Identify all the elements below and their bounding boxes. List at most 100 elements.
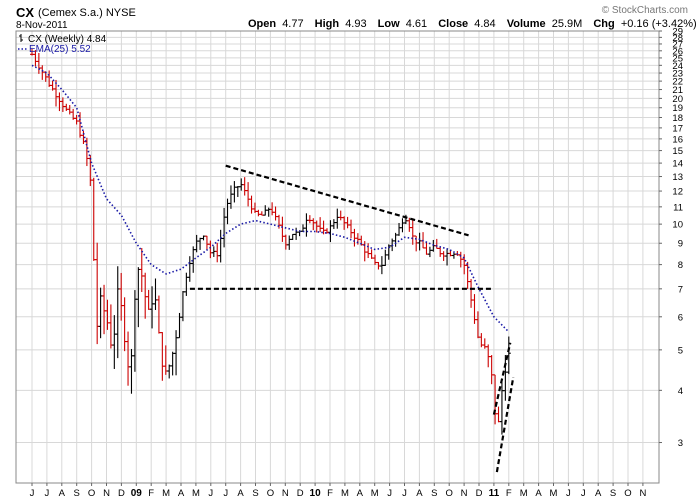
x-tick-label: N bbox=[103, 488, 110, 499]
x-tick-label: A bbox=[59, 488, 66, 499]
watermark: © StockCharts.com bbox=[602, 5, 688, 16]
y-tick-label: 24 bbox=[672, 61, 683, 72]
y-tick-label: 8 bbox=[678, 260, 683, 271]
high-label: High bbox=[315, 18, 340, 30]
plot-frame bbox=[15, 30, 660, 484]
y-tick-label: 16 bbox=[672, 134, 683, 145]
x-tick-label: O bbox=[624, 488, 631, 499]
y-tick-label: 21 bbox=[672, 85, 683, 96]
low-label: Low bbox=[378, 18, 400, 30]
x-tick-label: F bbox=[327, 488, 333, 499]
legend: CX (Weekly) 4.84 EMA(25) 5.52 bbox=[18, 34, 107, 55]
y-tick-label: 29 bbox=[672, 27, 683, 38]
ema-line bbox=[31, 64, 510, 333]
x-tick-label: A bbox=[357, 488, 364, 499]
y-tick-label: 22 bbox=[672, 77, 683, 88]
x-tick-label: J bbox=[402, 488, 407, 499]
x-tick-label: M bbox=[192, 488, 200, 499]
y-tick-label: 27 bbox=[672, 39, 683, 50]
y-tick-label: 9 bbox=[678, 239, 683, 250]
ohlc-summary: Open 4.77 High 4.93 Low 4.61 Close 4.84 … bbox=[248, 18, 697, 30]
x-tick-label: J bbox=[566, 488, 571, 499]
y-tick-label: 25 bbox=[672, 53, 683, 64]
volume-value: 25.9M bbox=[552, 18, 583, 30]
y-tick-label: 3 bbox=[678, 438, 683, 449]
change-value: +0.16 (+3.42%) bbox=[621, 18, 697, 30]
x-tick-label: S bbox=[252, 488, 258, 499]
y-tick-label: 20 bbox=[672, 94, 683, 105]
close-value: 4.84 bbox=[474, 18, 495, 30]
trendlines bbox=[189, 164, 515, 473]
x-tick-label: J bbox=[581, 488, 586, 499]
change-label: Chg bbox=[593, 18, 614, 30]
y-tick-label: 12 bbox=[672, 187, 683, 198]
x-tick-label: A bbox=[595, 488, 602, 499]
y-tick-label: 4 bbox=[678, 386, 683, 397]
y-tick-label: 5 bbox=[678, 345, 683, 356]
y-tick-label: 28 bbox=[672, 33, 683, 44]
x-tick-label: F bbox=[148, 488, 154, 499]
x-tick-label: 10 bbox=[310, 488, 322, 499]
x-tick-label: N bbox=[282, 488, 289, 499]
x-tick-label: S bbox=[74, 488, 80, 499]
x-tick-label: O bbox=[267, 488, 274, 499]
x-tick-label: A bbox=[416, 488, 423, 499]
x-tick-label: 11 bbox=[489, 488, 500, 499]
ohlc-bar bbox=[506, 336, 511, 375]
x-tick-label: M bbox=[341, 488, 349, 499]
x-axis: J J A S O N D 09 F M A M J J A S O N D 10 F M A M J J A S O N D 11 F M A M J… bbox=[30, 483, 646, 499]
x-tick-label: M bbox=[550, 488, 558, 499]
ohlc-bars bbox=[30, 48, 511, 435]
y-tick-label: 6 bbox=[678, 312, 683, 323]
x-tick-label: A bbox=[535, 488, 542, 499]
x-tick-label: F bbox=[506, 488, 512, 499]
open-label: Open bbox=[248, 18, 276, 30]
low-value: 4.61 bbox=[406, 18, 427, 30]
x-tick-label: J bbox=[208, 488, 213, 499]
trendline-wedge-upper bbox=[492, 342, 512, 415]
x-tick-label: J bbox=[387, 488, 392, 499]
x-tick-label: D bbox=[118, 488, 125, 499]
y-tick-label: 14 bbox=[672, 159, 683, 170]
x-tick-label: J bbox=[45, 488, 50, 499]
x-tick-label: M bbox=[371, 488, 379, 499]
trendline-wedge-lower bbox=[495, 377, 515, 473]
close-label: Close bbox=[438, 18, 468, 30]
x-tick-label: 09 bbox=[131, 488, 143, 499]
trendline-descending-resistance bbox=[225, 164, 469, 237]
x-tick-label: J bbox=[30, 488, 35, 499]
x-tick-label: O bbox=[88, 488, 95, 499]
x-tick-label: J bbox=[223, 488, 228, 499]
y-tick-label: 18 bbox=[672, 113, 683, 124]
x-tick-label: N bbox=[461, 488, 468, 499]
legend-ohlc-icon bbox=[19, 34, 23, 42]
y-tick-label: 7 bbox=[678, 284, 683, 295]
chart-date: 8-Nov-2011 bbox=[16, 20, 68, 31]
x-tick-label: N bbox=[639, 488, 646, 499]
y-tick-label: 10 bbox=[672, 220, 683, 231]
x-tick-label: A bbox=[237, 488, 244, 499]
y-tick-label: 23 bbox=[672, 69, 683, 80]
open-value: 4.77 bbox=[282, 18, 303, 30]
symbol-title: CX bbox=[16, 5, 34, 20]
x-tick-label: S bbox=[610, 488, 616, 499]
y-tick-label: 19 bbox=[672, 103, 683, 114]
x-tick-label: M bbox=[520, 488, 528, 499]
x-tick-label: M bbox=[162, 488, 170, 499]
high-value: 4.93 bbox=[345, 18, 366, 30]
y-axis: 3456789101112131415161718192021222324252… bbox=[659, 27, 683, 449]
x-tick-label: D bbox=[297, 488, 304, 499]
x-tick-label: D bbox=[476, 488, 483, 499]
x-tick-label: A bbox=[178, 488, 185, 499]
x-tick-label: S bbox=[431, 488, 437, 499]
x-tick-label: O bbox=[446, 488, 453, 499]
y-tick-label: 15 bbox=[672, 146, 683, 157]
y-tick-label: 13 bbox=[672, 172, 683, 183]
legend-ema: EMA(25) 5.52 bbox=[29, 44, 91, 55]
company-name: (Cemex S.a.) NYSE bbox=[38, 7, 136, 19]
y-tick-label: 26 bbox=[672, 46, 683, 57]
y-tick-label: 17 bbox=[672, 123, 683, 134]
legend-price: CX (Weekly) 4.84 bbox=[28, 34, 107, 45]
